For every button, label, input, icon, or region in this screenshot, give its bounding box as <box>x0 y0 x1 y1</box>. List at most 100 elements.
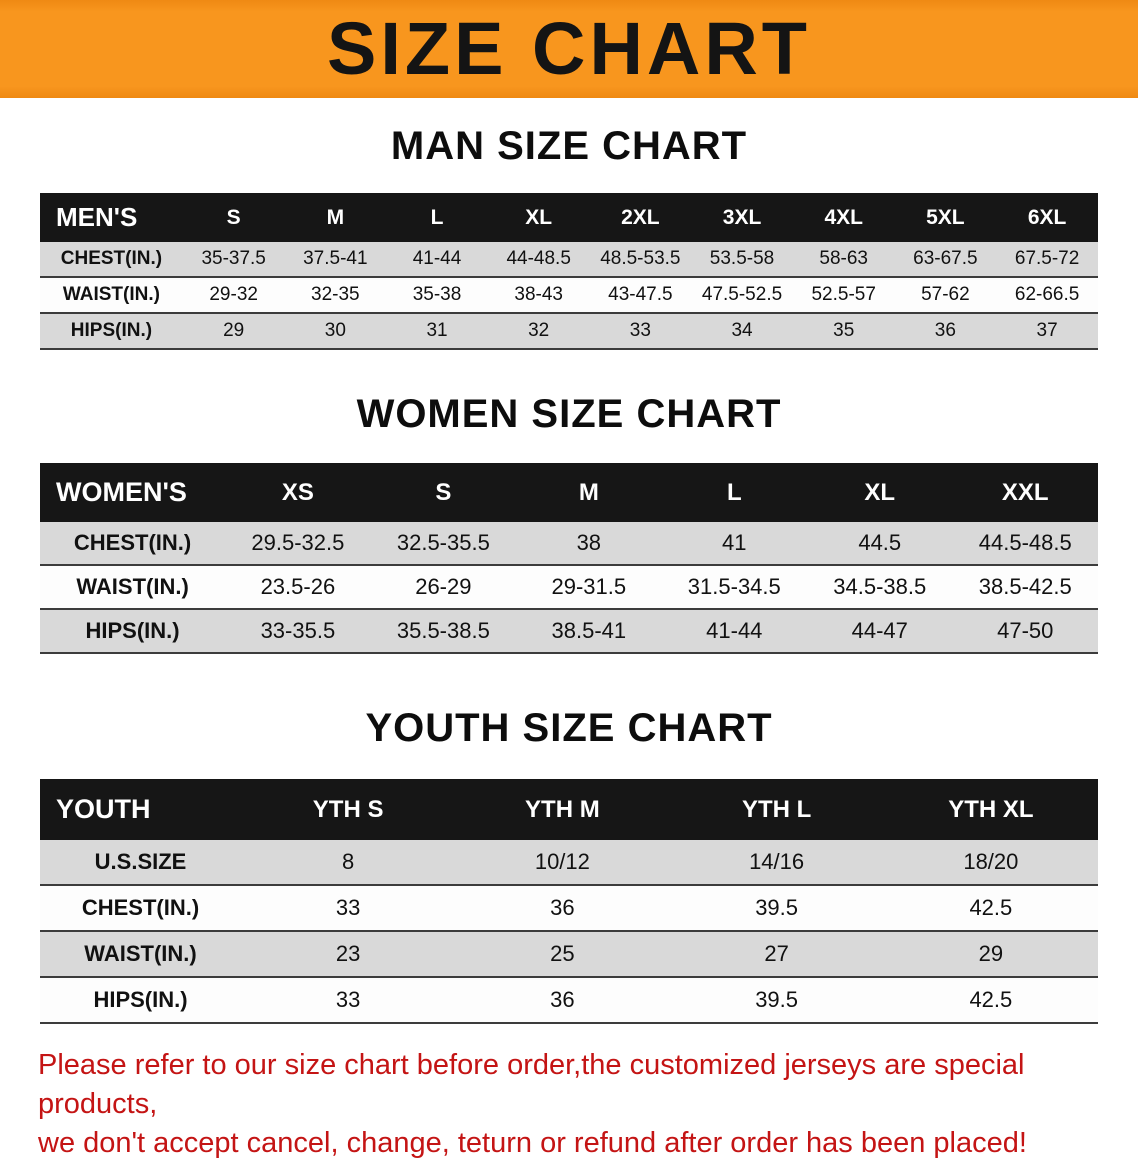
size-value-cell: 63-67.5 <box>913 248 978 269</box>
disclaimer-line-2: we don't accept cancel, change, teturn o… <box>38 1127 1027 1160</box>
size-value-cell: 26-29 <box>415 574 472 599</box>
size-header-cell: S <box>182 193 285 242</box>
table-row: HIPS(IN.) 29 30 31 32 33 34 35 36 37 <box>40 313 1098 349</box>
size-value-cell: 23.5-26 <box>260 574 336 599</box>
size-value-cell: 30 <box>324 320 346 341</box>
size-value-cell: 47.5-52.5 <box>701 284 783 305</box>
size-value-cell: 41-44 <box>412 248 462 269</box>
size-value-cell: 35 <box>833 320 855 341</box>
size-header-cell: YTH L <box>669 779 884 840</box>
men-size-section: MAN SIZE CHART MEN'S S M L XL 2XL 3XL 4XL 5XL 6XL… <box>0 124 1138 350</box>
size-value-cell: 25 <box>550 941 575 966</box>
table-header-row: YOUTH YTH S YTH M YTH L YTH XL <box>40 779 1098 840</box>
size-value-cell: 41-44 <box>706 618 763 643</box>
size-value-cell: 44.5-48.5 <box>978 530 1072 555</box>
size-header-cell: M <box>284 193 387 242</box>
women-section-heading: WOMEN SIZE CHART <box>356 392 782 436</box>
row-label-cell: HIPS(IN.) <box>93 987 188 1012</box>
table-row: HIPS(IN.) 33-35.5 35.5-38.5 38.5-41 41-44 44-… <box>40 609 1098 653</box>
size-value-cell: 29-31.5 <box>551 574 627 599</box>
size-value-cell: 27 <box>764 941 789 966</box>
row-label-cell: WAIST(IN.) <box>62 284 160 305</box>
size-value-cell: 31.5-34.5 <box>687 574 781 599</box>
size-value-cell: 32.5-35.5 <box>396 530 490 555</box>
size-value-cell: 36 <box>934 320 956 341</box>
size-value-cell: 32 <box>528 320 550 341</box>
size-header-cell: XXL <box>952 463 1098 522</box>
size-value-cell: 29 <box>978 941 1004 966</box>
men-section-heading: MAN SIZE CHART <box>390 124 748 168</box>
row-label-cell: HIPS(IN.) <box>85 618 180 643</box>
size-value-cell: 48.5-53.5 <box>600 248 681 269</box>
size-header-cell: YTH S <box>241 779 456 840</box>
size-value-cell: 43-47.5 <box>608 284 673 305</box>
disclaimer: Please refer to our size chart before or… <box>0 1046 1138 1163</box>
size-value-cell: 10/12 <box>534 849 590 874</box>
row-label-cell: WAIST(IN.) <box>84 941 197 966</box>
size-value-cell: 23 <box>335 941 361 966</box>
table-row: HIPS(IN.) 33 36 39.5 42.5 <box>40 977 1098 1023</box>
size-header-cell: YTH M <box>455 779 670 840</box>
size-value-cell: 37.5-41 <box>303 248 368 269</box>
size-value-cell: 37 <box>1036 320 1058 341</box>
size-value-cell: 52.5-57 <box>811 284 876 305</box>
size-value-cell: 38-43 <box>514 284 563 305</box>
table-title-cell: MEN'S <box>40 193 183 242</box>
row-label-cell: U.S.SIZE <box>94 849 187 874</box>
men-size-table: MEN'S S M L XL 2XL 3XL 4XL 5XL 6XL CHEST(IN.) 35-37… <box>40 193 1098 350</box>
row-label-cell: HIPS(IN.) <box>70 320 153 341</box>
table-row: WAIST(IN.) 29-32 32-35 35-38 38-43 43-47.5 47.… <box>40 277 1098 313</box>
table-row: WAIST(IN.) 23 25 27 29 <box>40 931 1098 977</box>
size-value-cell: 32-35 <box>311 284 360 305</box>
size-value-cell: 57-62 <box>921 284 970 305</box>
size-header-cell: M <box>516 463 662 522</box>
size-value-cell: 53.5-58 <box>709 248 775 269</box>
size-header-cell: S <box>370 463 517 522</box>
size-header-cell: L <box>661 463 808 522</box>
size-value-cell: 36 <box>550 895 575 920</box>
size-value-cell: 36 <box>550 987 575 1012</box>
size-header-cell: XL <box>487 193 590 242</box>
table-row: CHEST(IN.) 33 36 39.5 42.5 <box>40 885 1098 931</box>
size-header-cell: YTH XL <box>883 779 1098 840</box>
size-value-cell: 58-63 <box>819 248 868 269</box>
table-title-cell: YOUTH <box>40 779 242 840</box>
size-value-cell: 29.5-32.5 <box>251 530 345 555</box>
youth-size-table: YOUTH YTH S YTH M YTH L YTH XL U.S.SIZE 8 10/12… <box>40 779 1098 1024</box>
women-size-section: WOMEN SIZE CHART WOMEN'S XS S M L XL XXL CHEST(… <box>0 392 1138 654</box>
size-value-cell: 41 <box>722 530 747 555</box>
size-value-cell: 39.5 <box>755 987 799 1012</box>
table-header-row: MEN'S S M L XL 2XL 3XL 4XL 5XL 6XL <box>40 193 1098 242</box>
size-value-cell: 14/16 <box>749 849 805 874</box>
size-header-cell: XS <box>225 463 371 522</box>
size-value-cell: 44-47 <box>851 618 908 643</box>
size-value-cell: 67.5-72 <box>1014 248 1080 269</box>
size-value-cell: 8 <box>342 849 355 874</box>
table-title-cell: WOMEN'S <box>40 463 226 522</box>
size-value-cell: 34 <box>731 320 753 341</box>
page-title: SIZE CHART <box>327 7 811 90</box>
size-value-cell: 18/20 <box>963 849 1019 874</box>
size-value-cell: 39.5 <box>755 895 799 920</box>
size-header-cell: 4XL <box>792 193 895 242</box>
size-value-cell: 47-50 <box>997 618 1054 643</box>
size-value-cell: 33-35.5 <box>260 618 336 643</box>
table-row: CHEST(IN.) 35-37.5 37.5-41 41-44 44-48.5 48.5… <box>40 242 1098 277</box>
size-value-cell: 38.5-41 <box>551 618 627 643</box>
table-row: U.S.SIZE 8 10/12 14/16 18/20 <box>40 840 1098 885</box>
row-label-cell: CHEST(IN.) <box>73 530 192 555</box>
women-size-table: WOMEN'S XS S M L XL XXL CHEST(IN.) 29.5-32.5 32.5… <box>40 463 1098 654</box>
size-header-cell: 2XL <box>589 193 692 242</box>
size-value-cell: 38.5-42.5 <box>978 574 1072 599</box>
size-header-cell: 5XL <box>894 193 997 242</box>
size-value-cell: 44-48.5 <box>506 248 571 269</box>
size-value-cell: 33 <box>335 987 361 1012</box>
size-chart-banner: SIZE CHART <box>0 0 1138 98</box>
size-value-cell: 42.5 <box>969 895 1013 920</box>
youth-section-heading: YOUTH SIZE CHART <box>365 706 773 750</box>
size-header-cell: L <box>386 193 488 242</box>
disclaimer-line-1: Please refer to our size chart before or… <box>38 1049 1025 1121</box>
table-row: WAIST(IN.) 23.5-26 26-29 29-31.5 31.5-34.5 34… <box>40 565 1098 609</box>
size-value-cell: 38 <box>576 530 602 555</box>
table-header-row: WOMEN'S XS S M L XL XXL <box>40 463 1098 522</box>
